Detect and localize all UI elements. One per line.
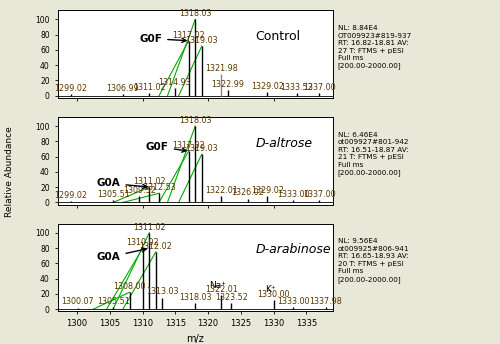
Text: G0F: G0F (140, 34, 186, 44)
Text: 1319.03: 1319.03 (186, 144, 218, 153)
Text: D-arabinose: D-arabinose (256, 244, 331, 256)
Text: 1306.99: 1306.99 (106, 84, 140, 93)
Text: 1314.93: 1314.93 (158, 78, 191, 87)
X-axis label: m/z: m/z (186, 334, 204, 344)
Text: 1311.02: 1311.02 (133, 83, 166, 92)
Text: 1322.01: 1322.01 (205, 186, 238, 195)
Text: 1337.00: 1337.00 (303, 83, 336, 92)
Text: 1329.02: 1329.02 (250, 186, 284, 195)
Text: NL: 8.84E4
OT009923#819-937
RT: 16.82-18.81 AV:
27 T: FTMS + pESI
Full ms
[200.0: NL: 8.84E4 OT009923#819-937 RT: 16.82-18… (338, 25, 412, 69)
Text: NL: 9.56E4
ot009925#806-941
RT: 16.65-18.93 AV:
20 T: FTMS + pESI
Full ms
[200.0: NL: 9.56E4 ot009925#806-941 RT: 16.65-18… (338, 238, 409, 283)
Text: Relative Abundance: Relative Abundance (6, 127, 15, 217)
Text: 1311.02: 1311.02 (133, 223, 166, 232)
Text: 1305.51: 1305.51 (97, 297, 130, 305)
Text: 1299.02: 1299.02 (54, 84, 87, 93)
Text: 1313.03: 1313.03 (146, 288, 178, 297)
Text: 1312.53: 1312.53 (143, 183, 176, 192)
Text: 1309.52: 1309.52 (123, 186, 156, 195)
Text: 1308.00: 1308.00 (114, 282, 146, 291)
Text: 1312.02: 1312.02 (140, 242, 172, 251)
Text: 1330.00: 1330.00 (258, 290, 290, 299)
Text: 1322.01: 1322.01 (205, 285, 238, 294)
Text: 1333.52: 1333.52 (280, 83, 313, 92)
Text: 1300.07: 1300.07 (62, 297, 94, 307)
Text: 1333.00: 1333.00 (277, 190, 310, 199)
Text: 1317.02: 1317.02 (172, 141, 205, 150)
Text: 1299.02: 1299.02 (54, 191, 87, 200)
Text: 1329.02: 1329.02 (250, 82, 284, 91)
Text: 1318.03: 1318.03 (179, 116, 212, 125)
Text: 1323.52: 1323.52 (214, 293, 248, 302)
Text: 1326.02: 1326.02 (231, 189, 264, 197)
Text: 1333.00: 1333.00 (277, 297, 310, 305)
Text: D-altrose: D-altrose (256, 137, 312, 150)
Text: 1318.03: 1318.03 (179, 9, 212, 18)
Text: NL: 6.46E4
ot009927#801-942
RT: 16.51-18.87 AV:
21 T: FTMS + pESI
Full ms
[200.0: NL: 6.46E4 ot009927#801-942 RT: 16.51-18… (338, 132, 409, 176)
Text: G0A: G0A (97, 178, 147, 189)
Text: 1337.00: 1337.00 (303, 190, 336, 199)
Text: 1321.98: 1321.98 (204, 64, 238, 73)
Text: G0A: G0A (97, 248, 146, 262)
Text: 1311.02: 1311.02 (133, 177, 166, 186)
Text: 1318.03: 1318.03 (179, 293, 212, 302)
Text: 1322.99: 1322.99 (211, 79, 244, 88)
Text: 1337.98: 1337.98 (310, 297, 342, 305)
Text: 1319.03: 1319.03 (186, 36, 218, 45)
Text: 1317.02: 1317.02 (172, 31, 205, 40)
Text: 1305.51: 1305.51 (97, 190, 130, 199)
Text: K⁺: K⁺ (265, 285, 276, 294)
Text: 1310.02: 1310.02 (126, 238, 159, 247)
Text: G0F: G0F (146, 142, 186, 152)
Text: Na⁺: Na⁺ (210, 281, 226, 290)
Text: Control: Control (256, 30, 300, 43)
